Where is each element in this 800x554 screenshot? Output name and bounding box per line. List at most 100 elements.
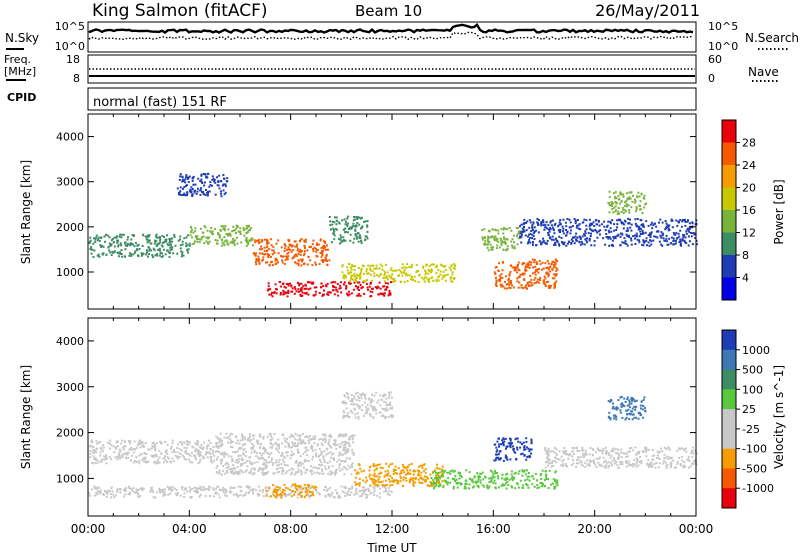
data-cell [345, 401, 348, 404]
data-cell [357, 274, 360, 277]
data-cell [514, 267, 516, 270]
data-cell [423, 480, 426, 483]
data-cell [192, 446, 195, 449]
data-cell [216, 465, 219, 467]
data-cell [197, 177, 200, 180]
data-cell [125, 457, 128, 460]
data-cell [111, 238, 114, 241]
data-cell [602, 456, 605, 459]
data-cell [141, 487, 144, 489]
data-cell [570, 464, 573, 466]
data-cell [156, 248, 159, 251]
data-cell [270, 260, 273, 263]
data-cell [463, 485, 466, 488]
data-cell [636, 225, 639, 228]
data-cell [489, 469, 492, 472]
data-cell [517, 227, 519, 229]
data-cell [290, 473, 293, 475]
data-cell [503, 484, 506, 487]
data-cell [583, 218, 586, 221]
data-cell [413, 275, 416, 278]
data-cell [347, 281, 350, 284]
data-cell [459, 472, 462, 475]
data-cell [533, 258, 536, 261]
data-cell [602, 237, 605, 240]
data-cell [236, 461, 239, 464]
data-cell [312, 449, 314, 452]
data-cell [358, 464, 361, 467]
data-cell [159, 241, 162, 244]
data-cell [268, 495, 271, 498]
data-cell [318, 463, 320, 466]
data-cell [528, 233, 531, 236]
data-cell [325, 284, 327, 287]
data-cell [125, 452, 128, 455]
data-cell [235, 236, 238, 239]
data-cell [555, 273, 558, 276]
data-cell [269, 432, 272, 435]
data-cell [629, 464, 632, 467]
data-cell [342, 449, 345, 452]
colorbar-tick-label: 4 [742, 272, 749, 285]
data-cell [422, 278, 425, 281]
data-cell [166, 249, 169, 252]
data-cell [484, 475, 486, 478]
data-cell [344, 275, 347, 278]
data-cell [627, 204, 630, 207]
data-cell [566, 231, 569, 234]
data-cell [296, 249, 299, 252]
data-cell [246, 485, 249, 488]
data-cell [403, 471, 406, 474]
data-cell [556, 480, 559, 483]
data-cell [525, 440, 528, 443]
data-cell [379, 287, 382, 290]
data-cell [626, 227, 629, 230]
data-cell [628, 222, 631, 225]
data-cell [676, 462, 679, 465]
data-cell [379, 404, 382, 407]
data-cell [295, 290, 298, 293]
data-cell [671, 226, 674, 229]
data-cell [159, 440, 161, 443]
data-cell [344, 446, 347, 449]
data-cell [222, 174, 225, 176]
data-cell [405, 473, 407, 476]
nsky-tick-top: 10^5 [55, 20, 85, 33]
data-cell [510, 473, 513, 476]
data-cell [264, 486, 267, 489]
data-cell [384, 394, 387, 397]
data-cell [102, 446, 105, 449]
data-cell [345, 223, 348, 226]
data-cell [516, 483, 519, 486]
data-cell [261, 252, 264, 255]
colorbar-segment [722, 165, 736, 188]
data-cell [169, 246, 172, 249]
data-cell [525, 266, 528, 268]
data-cell [595, 465, 598, 468]
data-cell [211, 230, 214, 233]
data-cell [417, 469, 419, 472]
data-cell [553, 265, 556, 268]
data-cell [402, 485, 404, 487]
data-cell [110, 444, 113, 447]
freq-tick-bottom: 8 [73, 72, 80, 85]
data-cell [384, 474, 387, 477]
data-cell [175, 489, 178, 491]
data-cell [262, 457, 265, 460]
data-cell [409, 472, 412, 475]
data-cell [530, 452, 533, 455]
data-cell [237, 485, 240, 488]
data-cell [638, 195, 641, 198]
data-cell [314, 438, 316, 440]
data-cell [444, 279, 447, 282]
data-cell [515, 266, 518, 269]
data-cell [592, 221, 595, 224]
data-cell [495, 285, 498, 287]
data-cell [155, 233, 158, 236]
data-cell [124, 440, 126, 443]
data-cell [577, 462, 580, 465]
data-cell [185, 443, 188, 446]
data-cell [361, 286, 364, 289]
data-cell [553, 286, 556, 288]
data-cell [291, 441, 294, 444]
